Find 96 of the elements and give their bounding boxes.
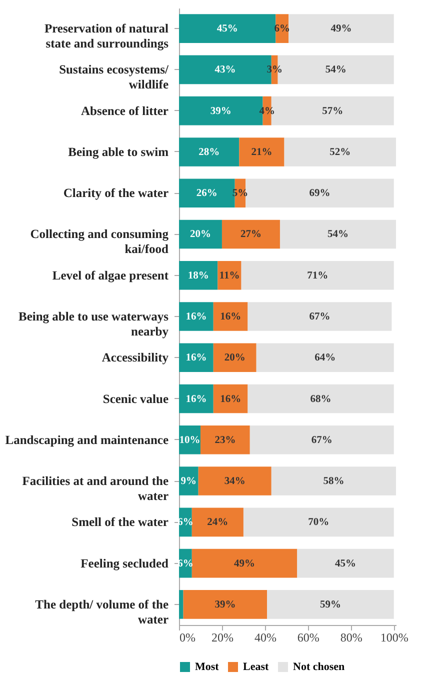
bar (222, 220, 280, 249)
data-label: 10% (179, 434, 200, 446)
data-label: 26% (196, 188, 218, 200)
data-label: 67% (309, 312, 330, 322)
data-label: 21% (251, 146, 272, 158)
y-tick-label: Landscaping and maintenance (5, 432, 169, 447)
legend-label: Least (243, 661, 269, 673)
legend-label: Most (195, 661, 220, 673)
data-label: 49% (234, 558, 256, 570)
y-tick-label: Being able to use waterways nearby (18, 310, 170, 338)
y-tick-label: Smell of the water (72, 515, 169, 530)
bar (179, 138, 240, 166)
data-label: 58% (323, 476, 344, 488)
bar (246, 178, 394, 208)
data-label: 68% (310, 394, 332, 405)
bar (248, 384, 394, 414)
data-label: 23% (214, 434, 236, 446)
bar (179, 220, 222, 249)
y-tick-label: Scenic value (102, 392, 169, 406)
data-label: 54% (325, 64, 346, 76)
data-label: 39% (214, 599, 236, 610)
bar (179, 14, 276, 43)
data-label: 45% (216, 24, 238, 35)
bar (218, 260, 242, 290)
legend-label: Not chosen (293, 661, 345, 673)
y-tick-label: Feeling secluded (80, 556, 169, 570)
data-label: 16% (220, 394, 242, 405)
y-tick-label: Facilities at and around the water (22, 474, 169, 504)
bar (256, 343, 394, 372)
bar (241, 260, 394, 290)
bar (297, 548, 394, 578)
data-label: 28% (198, 146, 220, 158)
bar (280, 220, 396, 249)
data-label: 27% (240, 229, 262, 240)
bar (243, 508, 394, 537)
data-label: 57% (322, 106, 344, 117)
y-tick-label: Level of algae present (52, 268, 170, 282)
bar (192, 508, 244, 537)
y-tick-label: Accessibility (102, 350, 170, 365)
x-tick-label: 80% (340, 630, 362, 644)
y-tick-label: Sustains ecosystems/ wildlife (59, 62, 170, 92)
x-tick-label: 100% (380, 630, 408, 644)
data-label: 16% (186, 352, 207, 364)
data-label: 20% (190, 229, 211, 240)
bar (271, 466, 396, 496)
y-tick-label: Absence of litter (81, 104, 169, 118)
x-tick-label: 0% (180, 630, 196, 644)
data-label: 59% (320, 599, 341, 610)
bar (250, 426, 394, 454)
data-label: 70% (308, 517, 330, 528)
data-label: 24% (207, 517, 228, 528)
bar (179, 260, 218, 290)
bar (213, 384, 248, 414)
y-tick-label: Clarity of the water (63, 186, 169, 200)
bar (198, 466, 272, 496)
y-tick-label: Being able to swim (68, 144, 170, 159)
data-label: 54% (327, 229, 348, 240)
data-label: 16% (186, 394, 207, 405)
data-label: 9% (180, 476, 197, 488)
y-tick-label: Collecting and consuming kai/food (30, 227, 170, 256)
data-label: 34% (224, 476, 246, 488)
bar (288, 14, 394, 43)
bar (179, 590, 184, 619)
bar (179, 384, 214, 414)
x-tick-label: 20% (211, 630, 234, 644)
data-label: 64% (314, 352, 336, 364)
bar (284, 138, 396, 166)
data-label: 43% (214, 64, 236, 76)
bar (213, 343, 256, 372)
data-label: 3% (266, 64, 282, 76)
x-tick-label: 40% (254, 630, 276, 644)
bar (179, 466, 198, 496)
data-label: 52% (330, 146, 351, 158)
bar (183, 590, 268, 619)
bar (248, 302, 392, 331)
x-tick-label: 60% (297, 630, 320, 644)
bar (239, 138, 284, 166)
data-label: 20% (224, 352, 246, 364)
y-tick-label: Preservation of natural state and surroundings (44, 22, 170, 51)
data-label: 39% (210, 106, 232, 117)
data-label: 18% (188, 270, 209, 282)
bar (192, 548, 298, 578)
bar (200, 426, 250, 454)
data-label: 49% (330, 24, 352, 35)
data-label: 69% (309, 188, 330, 200)
data-label: 45% (335, 558, 356, 570)
data-label: 16% (220, 312, 242, 322)
data-label: 16% (186, 312, 207, 322)
bar (179, 343, 214, 372)
bar (179, 302, 214, 331)
data-label: 67% (311, 434, 332, 446)
data-label: 71% (307, 270, 328, 282)
bar (213, 302, 248, 331)
data-label: 11% (219, 270, 240, 282)
bar (267, 590, 394, 619)
y-tick-label: The depth/ volume of the water (35, 597, 169, 626)
